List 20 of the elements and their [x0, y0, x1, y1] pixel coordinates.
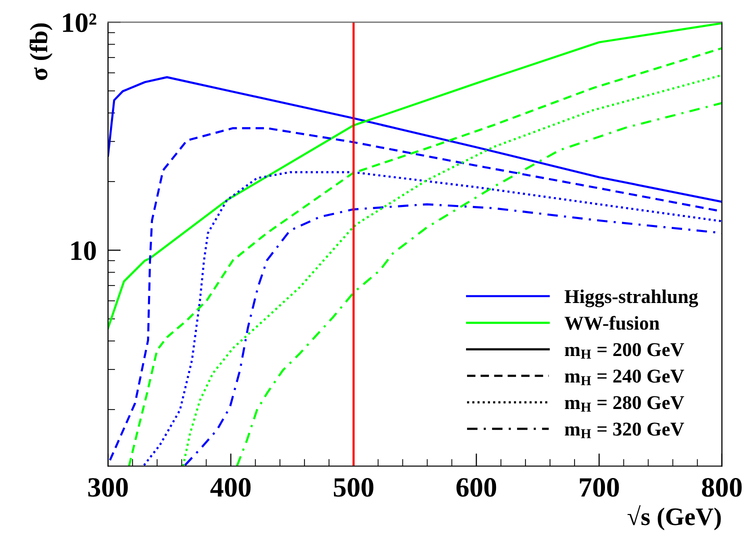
x-tick-label: 400	[210, 478, 251, 497]
x-tick-label: 300	[88, 478, 128, 497]
line-series	[142, 171, 722, 466]
x-tick-label: 700	[580, 478, 619, 497]
x-axis-title: √s (GeV)	[628, 505, 721, 530]
y-tick-label: 10	[71, 241, 96, 260]
legend-label: m$_{H}$ = 240 GeV	[564, 370, 684, 386]
legend-label: m$_{H}$ = 200 GeV	[564, 343, 684, 359]
x-tick-label: 500	[334, 478, 374, 497]
legend-label: WW-fusion	[564, 316, 660, 330]
legend-label: Higgs-strahlung	[564, 289, 698, 308]
line-series	[108, 76, 722, 203]
legend-label: m$_{H}$ = 280 GeV	[564, 396, 684, 412]
y-tick-label: 10²	[63, 13, 96, 32]
legend-label: m$_{H}$ = 320 GeV	[564, 422, 684, 438]
x-tick-label: 800	[702, 478, 742, 497]
y-axis-title: σ (fb)	[30, 23, 52, 80]
line-series	[108, 22, 722, 330]
x-tick-label: 600	[456, 478, 496, 497]
line-series	[236, 102, 722, 466]
